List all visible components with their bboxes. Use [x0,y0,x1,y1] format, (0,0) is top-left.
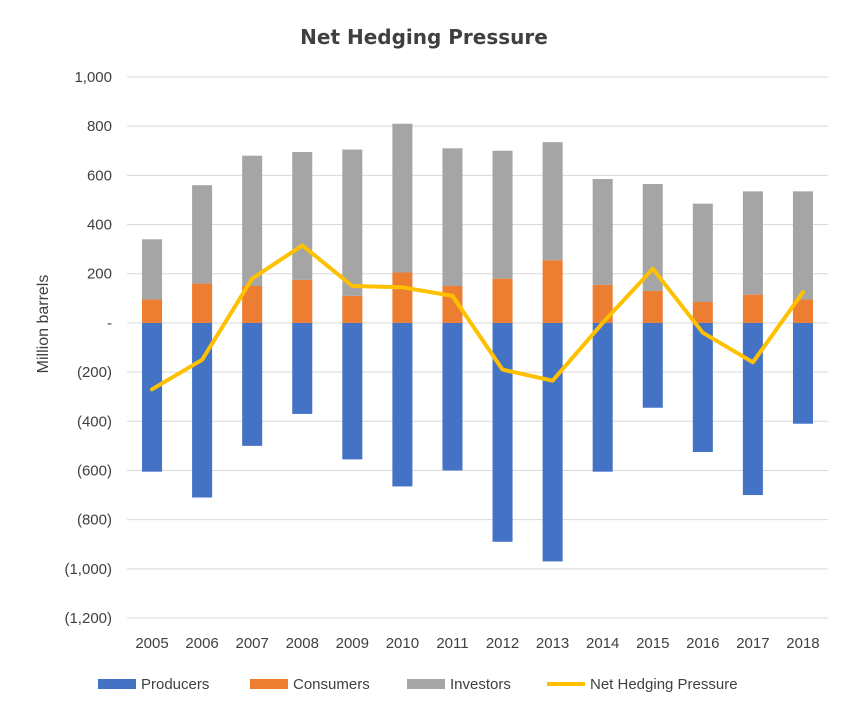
x-tick-label: 2009 [336,635,369,652]
bar-producers-2017 [742,322,763,496]
x-tick-label: 2018 [786,635,819,652]
y-tick-label: - [107,315,112,332]
bar-producers-2012 [492,322,513,542]
y-tick-label: 800 [87,118,112,135]
x-tick-label: 2013 [536,635,569,652]
bar-consumers-2013 [542,260,563,323]
bar-investors-2016 [692,203,713,303]
bar-investors-2018 [792,191,813,300]
bar-consumers-2010 [392,272,413,323]
x-tick-label: 2008 [286,635,319,652]
bar-producers-2010 [392,322,413,487]
x-tick-label: 2005 [135,635,168,652]
bar-investors-2005 [142,239,163,300]
bar-investors-2008 [292,152,313,280]
bar-consumers-2012 [492,278,513,323]
bar-producers-2016 [692,322,713,453]
x-tick-label: 2016 [686,635,719,652]
x-tick-label: 2010 [386,635,419,652]
bar-consumers-2018 [792,299,813,323]
bar-producers-2009 [342,322,363,460]
legend-label: Producers [141,676,209,693]
bar-consumers-2009 [342,295,363,323]
legend-swatch-consumers [250,679,288,689]
legend-label: Consumers [293,676,370,693]
y-tick-label: 400 [87,217,112,234]
bar-investors-2007 [242,155,263,287]
x-tick-label: 2011 [436,635,468,652]
bar-consumers-2016 [692,302,713,323]
bar-investors-2017 [742,191,763,295]
x-tick-label: 2015 [636,635,669,652]
y-tick-label: (1,000) [64,561,112,578]
bar-producers-2005 [142,322,163,472]
bar-consumers-2007 [242,286,263,323]
bar-consumers-2006 [192,283,213,323]
y-tick-label: (400) [77,413,112,430]
legend-swatch-investors [407,679,445,689]
bar-producers-2018 [792,322,813,424]
line-net-hedging-pressure [150,243,805,392]
bar-producers-2006 [192,322,213,498]
bar-producers-2011 [442,322,463,471]
bar-investors-2010 [392,123,413,273]
bar-investors-2011 [442,148,463,287]
legend-swatch-producers [98,679,136,689]
bar-producers-2015 [642,322,663,408]
legend-label: Net Hedging Pressure [590,676,738,693]
legend-label: Investors [450,676,511,693]
bar-producers-2014 [592,322,613,472]
x-tick-label: 2017 [736,635,769,652]
y-tick-label: (1,200) [64,610,112,627]
bar-producers-2007 [242,322,263,446]
bar-consumers-2015 [642,290,663,323]
bar-investors-2014 [592,179,613,285]
bar-consumers-2014 [592,284,613,323]
x-tick-label: 2012 [486,635,519,652]
bar-consumers-2017 [742,294,763,323]
y-tick-label: (800) [77,512,112,529]
y-tick-label: 200 [87,266,112,283]
bar-investors-2013 [542,142,563,261]
y-tick-label: 600 [87,167,112,184]
y-tick-label: 1,000 [74,69,112,86]
bar-producers-2008 [292,322,313,414]
x-tick-label: 2007 [235,635,268,652]
bar-investors-2009 [342,149,363,296]
bar-consumers-2008 [292,279,313,323]
bar-investors-2015 [642,183,663,291]
chart-title: Net Hedging Pressure [300,25,548,49]
y-tick-label: (600) [77,462,112,479]
bar-investors-2006 [192,185,213,284]
bar-consumers-2005 [142,299,163,323]
x-tick-label: 2006 [185,635,218,652]
y-axis-label: Million barrels [35,275,52,374]
y-tick-label: (200) [77,364,112,381]
x-tick-label: 2014 [586,635,619,652]
bar-producers-2013 [542,322,563,562]
bar-investors-2012 [492,150,513,279]
